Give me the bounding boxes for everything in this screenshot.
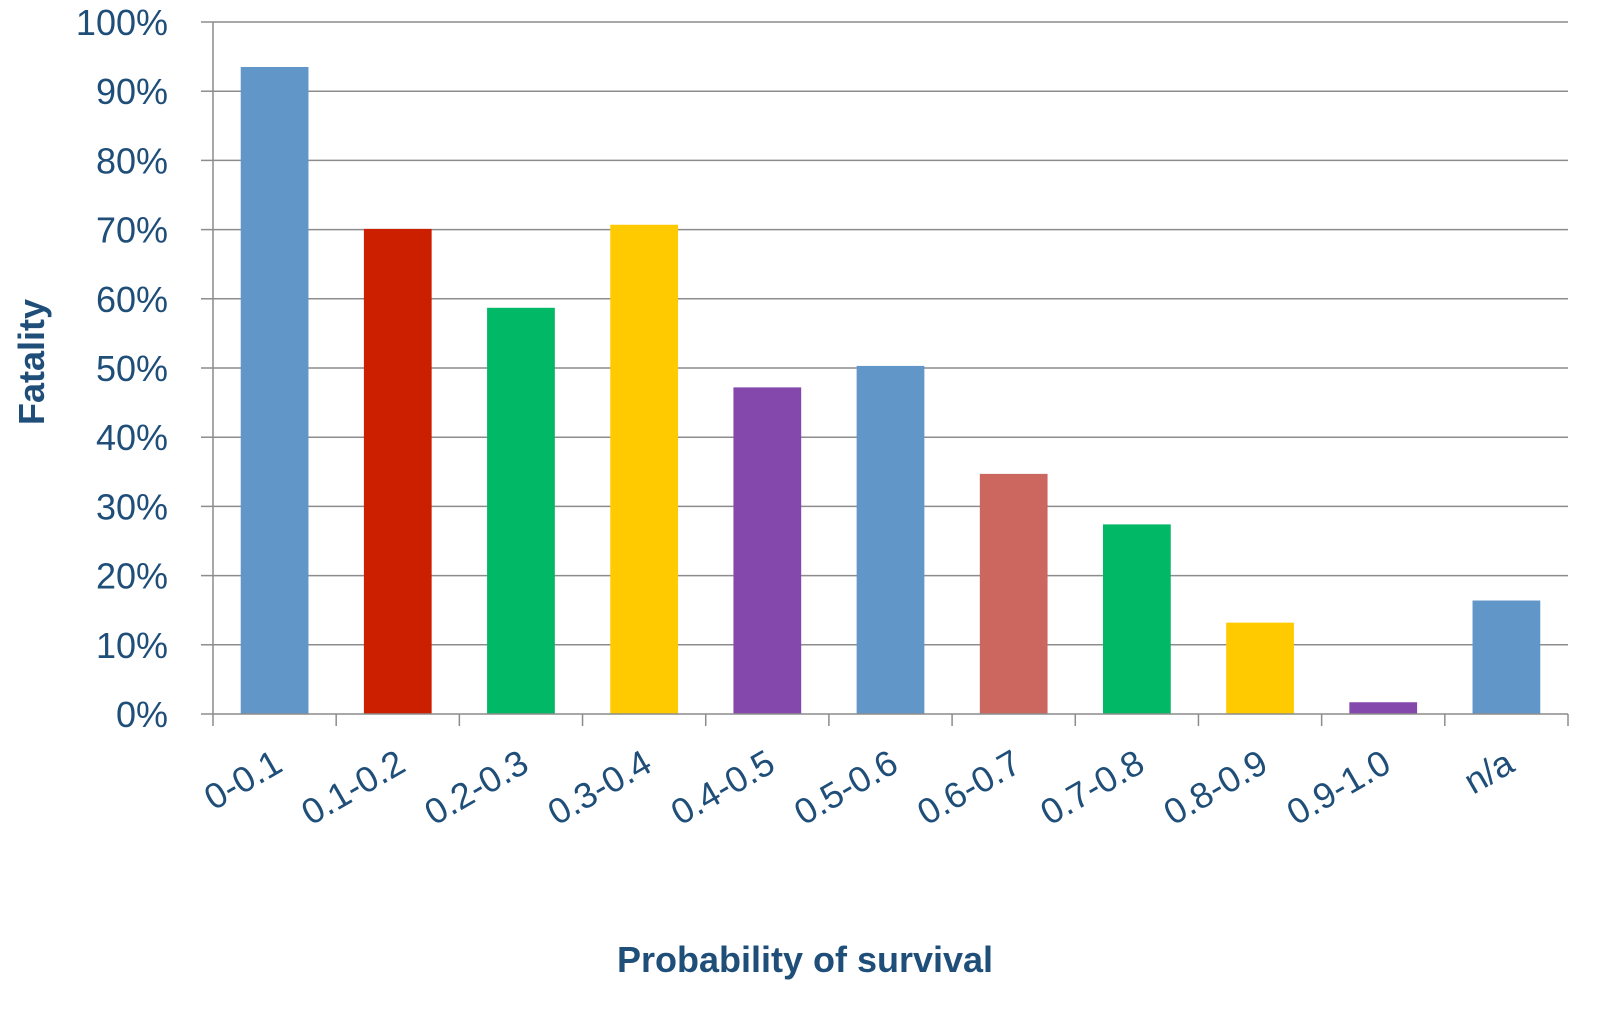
x-tick-label: 0.5-0.6 (787, 741, 905, 833)
bar-0.3-0.4 (610, 224, 679, 715)
bar-0.8-0.9 (1226, 622, 1294, 714)
bar-0.5-0.6 (856, 365, 925, 714)
axes (201, 21, 1569, 726)
y-tick-labels: 0% 10% 20% 30% 40% 50% 60% 70% 80% 90% 100% (76, 2, 168, 735)
x-tick-label: 0.7-0.8 (1033, 741, 1151, 833)
y-tick-label: 0% (116, 694, 168, 735)
bar-0.1-0.2 (363, 228, 432, 714)
x-tick-label: 0.2-0.3 (417, 741, 535, 833)
y-axis-title: Fatality (11, 299, 52, 425)
y-tick-label: 50% (96, 348, 168, 389)
bars (240, 66, 1541, 715)
x-tick-label: n/a (1457, 741, 1522, 802)
x-tick-label: 0.4-0.5 (664, 741, 782, 833)
x-tick-label: 0.1-0.2 (294, 741, 412, 833)
bar-0.7-0.8 (1102, 524, 1171, 714)
bar-0.4-0.5 (733, 387, 802, 714)
y-tick-label: 30% (96, 486, 168, 527)
bar-0.2-0.3 (487, 307, 555, 714)
y-tick-label: 70% (96, 210, 168, 251)
bar-0-0.1 (240, 66, 309, 715)
x-tick-label: 0-0.1 (197, 741, 289, 818)
bar-0.6-0.7 (979, 473, 1048, 714)
x-tick-label: 0.6-0.7 (910, 741, 1028, 833)
bar-n/a (1472, 600, 1541, 714)
y-tick-label: 40% (96, 417, 168, 458)
bar-0.9-1.0 (1349, 702, 1418, 714)
y-tick-label: 90% (96, 71, 168, 112)
x-tick-label: 0.8-0.9 (1156, 741, 1274, 833)
x-tick-label: 0.9-1.0 (1280, 741, 1398, 833)
y-tick-label: 10% (96, 625, 168, 666)
y-tick-label: 100% (76, 2, 168, 43)
x-tick-label: 0.3-0.4 (541, 741, 659, 833)
y-tick-label: 80% (96, 140, 168, 181)
x-tick-labels: 0-0.1 0.1-0.2 0.2-0.3 0.3-0.4 0.4-0.5 0.5-0.6… (197, 741, 1521, 833)
y-tick-label: 20% (96, 556, 168, 597)
x-axis-title: Probability of survival (617, 939, 993, 980)
y-tick-label: 60% (96, 279, 168, 320)
